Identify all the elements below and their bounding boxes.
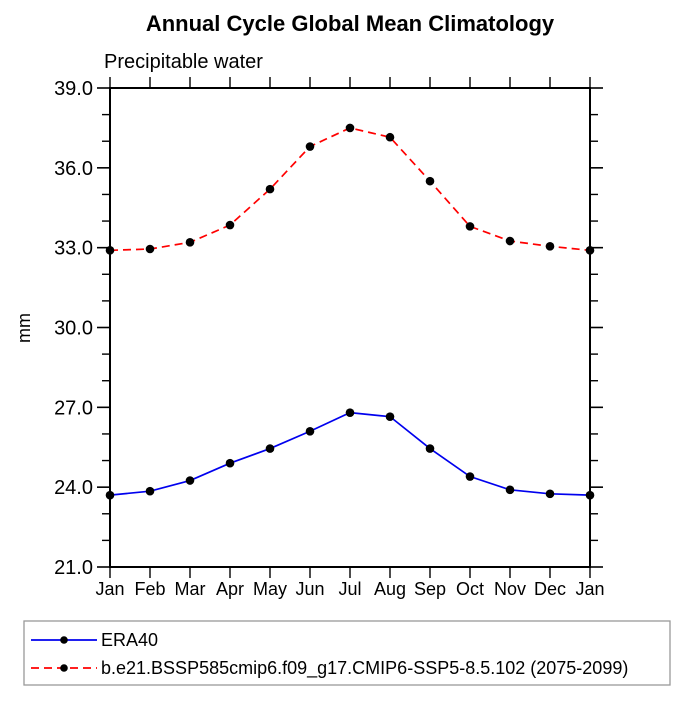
data-point-marker bbox=[425, 176, 435, 186]
y-axis-tick-label: 21.0 bbox=[54, 557, 93, 579]
legend-marker-icon bbox=[60, 636, 68, 644]
data-point-marker bbox=[185, 476, 195, 485]
x-axis-tick-label: Nov bbox=[494, 579, 526, 599]
data-point-marker bbox=[185, 238, 195, 247]
y-axis-tick-label: 33.0 bbox=[54, 238, 93, 260]
y-axis-tick-label: 30.0 bbox=[54, 318, 93, 340]
data-point-marker bbox=[305, 142, 315, 151]
data-point-marker bbox=[265, 184, 275, 194]
x-axis-tick-label: Sep bbox=[414, 579, 446, 599]
data-point-marker bbox=[545, 489, 555, 499]
data-point-marker bbox=[105, 246, 115, 255]
data-point-marker bbox=[225, 458, 235, 468]
data-point-marker bbox=[505, 485, 515, 495]
y-axis-tick-label: 36.0 bbox=[54, 158, 93, 180]
data-point-marker bbox=[225, 220, 235, 230]
data-point-marker bbox=[385, 132, 395, 142]
chart-title: Annual Cycle Global Mean Climatology bbox=[146, 11, 555, 36]
x-axis-tick-label: Aug bbox=[374, 579, 406, 599]
data-point-marker bbox=[145, 486, 155, 496]
legend: ERA40 b.e21.BSSP585cmip6.f09_g17.CMIP6-SS… bbox=[23, 620, 671, 686]
data-point-marker bbox=[585, 490, 595, 500]
x-axis-tick-label: Feb bbox=[134, 579, 165, 599]
x-axis-tick-label: Jul bbox=[338, 579, 361, 599]
legend-box bbox=[23, 620, 671, 686]
legend-entry-label: b.e21.BSSP585cmip6.f09_g17.CMIP6-SSP5-8.… bbox=[101, 658, 628, 679]
x-axis-tick-label: Jan bbox=[575, 579, 604, 599]
data-point-marker bbox=[345, 123, 355, 133]
legend-marker-icon bbox=[60, 664, 68, 672]
plot-frame bbox=[109, 87, 591, 568]
data-point-marker bbox=[265, 444, 275, 453]
y-axis-title: mm bbox=[14, 313, 34, 343]
series-line-era40 bbox=[109, 411, 591, 496]
legend-entry-label: ERA40 bbox=[101, 630, 158, 650]
x-axis-tick-label: Jan bbox=[95, 579, 124, 599]
data-point-marker bbox=[345, 408, 355, 417]
data-point-marker bbox=[465, 222, 475, 231]
data-point-marker bbox=[425, 444, 435, 453]
y-axis-tick-label: 39.0 bbox=[54, 78, 93, 100]
data-point-marker bbox=[105, 490, 115, 500]
data-point-marker bbox=[145, 244, 155, 254]
y-axis-tick-label: 24.0 bbox=[54, 477, 93, 499]
x-axis-tick-label: Oct bbox=[456, 579, 484, 599]
series-line-model bbox=[109, 127, 591, 252]
y-axis-tick-label: 27.0 bbox=[54, 397, 93, 419]
data-point-marker bbox=[505, 236, 515, 246]
x-axis-tick-label: Apr bbox=[216, 579, 244, 599]
plot-area: 21.0 24.0 27.0 30.0 33.0 36.0 39.0 Jan Feb Mar Apr… bbox=[54, 77, 605, 599]
data-point-marker bbox=[385, 412, 395, 421]
data-point-marker bbox=[585, 246, 595, 255]
x-axis-tick-label: Mar bbox=[175, 579, 206, 599]
data-point-marker bbox=[545, 242, 555, 251]
x-axis-tick-label: Jun bbox=[295, 579, 324, 599]
data-point-marker bbox=[465, 472, 475, 481]
x-axis-tick-label: May bbox=[253, 579, 287, 599]
chart-subtitle: Precipitable water bbox=[104, 51, 263, 73]
x-axis-tick-label: Dec bbox=[534, 579, 566, 599]
data-point-marker bbox=[305, 426, 315, 436]
